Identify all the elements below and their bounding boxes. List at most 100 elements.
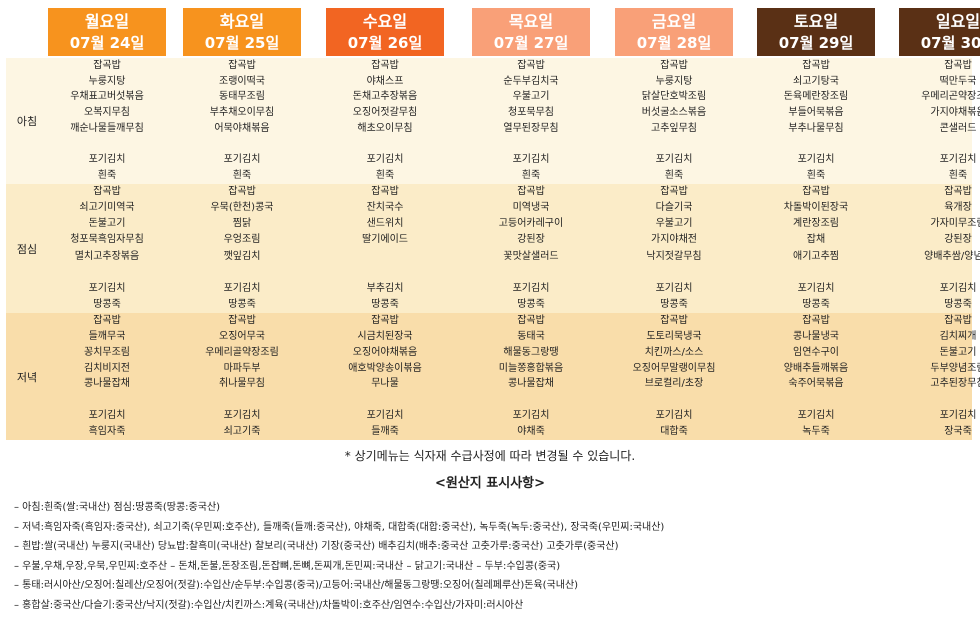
lunch-menu-item: 잡곡밥 — [517, 186, 545, 198]
lunch-menu-item: 포기김치 — [655, 282, 693, 294]
lunch-menu-item: 포기김치 — [223, 282, 261, 294]
lunch-menu-item: 땅콩죽 — [517, 298, 545, 310]
day-header: 일요일 07월 30일 — [899, 8, 980, 56]
origin-line: – 흰밥:쌀(국내산) 누룽지(국내산) 당뇨밥:찰흑미(국내산) 찰보리(국내… — [14, 541, 619, 552]
day-menu-cells: 잡곡밥 야채스프 돈채고추장볶음 오징어젓갈무침 해초오이무침 포기김치 흰죽 잡곡밥 잔치국수… — [326, 58, 444, 440]
breakfast-menu-item: 부추나물무침 — [788, 122, 844, 134]
dinner-menu-item: 장국죽 — [944, 426, 972, 438]
breakfast-menu-item: 포기김치 — [655, 154, 693, 166]
dinner-menu-item: 해물동그랑땡 — [503, 346, 559, 358]
day-name: 일요일 — [935, 12, 980, 31]
breakfast-menu-item: 포기김치 — [223, 154, 261, 166]
dinner-menu-item: 포기김치 — [88, 410, 126, 422]
dinner-menu-item: 치킨까스/소스 — [644, 346, 704, 358]
row-label-dinner: 저녁 — [16, 371, 38, 384]
dinner-menu-item: 포기김치 — [512, 410, 550, 422]
lunch-menu-item: 포기김치 — [797, 282, 835, 294]
breakfast-menu-item: 순두부김치국 — [503, 75, 559, 87]
lunch-menu-item: 다슬기국 — [655, 202, 693, 214]
dinner-menu-item: 잡곡밥 — [944, 314, 972, 326]
day-menu-cells: 잡곡밥 순두부김치국 우불고기 청포묵무침 열무된장무침 포기김치 흰죽 잡곡밥 미역냉국 고등어… — [472, 58, 590, 440]
day-date: 07월 24일 — [69, 34, 145, 52]
dinner-menu-item: 마파두부 — [223, 362, 261, 374]
lunch-menu-item: 땅콩죽 — [802, 298, 830, 310]
lunch-menu-item: 땅콩죽 — [228, 298, 256, 310]
lunch-menu-item: 부추김치 — [366, 282, 404, 294]
dinner-menu-item: 동태국 — [517, 330, 545, 342]
dinner-menu-item: 잡곡밥 — [660, 314, 688, 326]
breakfast-menu-item: 오징어젓갈무침 — [352, 107, 418, 119]
lunch-menu-item: 애기고추찜 — [793, 250, 839, 262]
lunch-menu-item: 땅콩죽 — [371, 298, 399, 310]
lunch-menu-item: 잡곡밥 — [93, 186, 121, 198]
lunch-menu-item: 잡곡밥 — [802, 186, 830, 198]
breakfast-menu-item: 포기김치 — [366, 154, 404, 166]
lunch-menu-item: 포기김치 — [512, 282, 550, 294]
breakfast-menu-item: 돈육메란장조림 — [783, 91, 849, 103]
day-column: 금요일 07월 28일 잡곡밥 누룽지탕 닭살단호박조림 버섯굴소스볶음 고추잎무침 포기김치… — [615, 0, 733, 440]
lunch-band — [6, 184, 972, 313]
dinner-menu-item: 숙주어묵볶음 — [788, 378, 844, 390]
dinner-menu-item: 콩나물냉국 — [793, 330, 839, 342]
breakfast-menu-item: 동태무조림 — [219, 91, 265, 103]
origin-line: – 저녁:흑임자죽(흑임자:중국산), 쇠고기죽(우민찌:호주산), 들깨죽(들… — [14, 521, 665, 533]
dinner-menu-item: 포기김치 — [797, 410, 835, 422]
breakfast-menu-item: 열무된장무침 — [503, 122, 559, 134]
lunch-menu-item: 우묵(한천)콩국 — [210, 202, 274, 214]
day-column: 월요일 07월 24일 잡곡밥 누룽지탕 우채표고버섯볶음 오복지무침 깨순나물들깨무침 포기… — [48, 0, 166, 440]
breakfast-menu-item: 흰죽 — [948, 170, 968, 182]
lunch-menu-item: 미역냉국 — [512, 202, 550, 214]
lunch-menu-item: 우불고기 — [655, 218, 693, 230]
lunch-menu-item: 찜닭 — [232, 218, 252, 230]
breakfast-menu-item: 흰죽 — [521, 170, 541, 182]
dinner-menu-item: 무나물 — [371, 378, 399, 390]
dinner-menu-item: 두부양념조림 — [930, 362, 980, 374]
dinner-menu-item: 오징어무국 — [219, 330, 265, 342]
dinner-menu-item: 김치찌개 — [939, 330, 977, 342]
day-menu-cells: 잡곡밥 쇠고기탕국 돈육메란장조림 부들어묵볶음 부추나물무침 포기김치 흰죽 잡곡밥 차돌박이… — [757, 58, 875, 440]
dinner-menu-item: 우메리골약장조림 — [205, 346, 279, 358]
breakfast-menu-item: 가지야채볶음 — [930, 107, 980, 119]
breakfast-menu-item: 부추채오이무침 — [209, 107, 275, 119]
breakfast-menu-item: 깨순나물들깨무침 — [70, 122, 144, 134]
origin-line: – 홍합살:중국산/다슬기:중국산/낙지(젓갈):수입산/치킨까스:계육(국내산… — [14, 599, 524, 611]
lunch-menu-item: 가지야채전 — [651, 234, 697, 246]
dinner-menu-item: 녹두죽 — [802, 426, 830, 438]
origin-list: – 아침:흰죽(쌀:국내산) 점심:땅콩죽(땅콩:중국산) – 저녁:흑임자죽(… — [14, 498, 974, 615]
breakfast-menu-item: 우채표고버섯볶음 — [70, 91, 144, 103]
dinner-menu-item: 잡곡밥 — [802, 314, 830, 326]
breakfast-menu-item: 잡곡밥 — [93, 59, 121, 71]
dinner-menu-item: 김치비지전 — [84, 362, 130, 374]
breakfast-menu-item: 오복지무침 — [84, 107, 130, 119]
row-label-breakfast: 아침 — [16, 115, 38, 128]
day-date: 07월 30일 — [920, 34, 980, 52]
breakfast-menu-item: 청포묵무침 — [508, 107, 554, 119]
breakfast-menu-item: 야채스프 — [366, 75, 404, 87]
origin-title: <원산지 표시사항> — [434, 476, 546, 491]
breakfast-menu-item: 부들어묵볶음 — [788, 107, 844, 119]
lunch-menu-item: 쇠고기미역국 — [79, 202, 135, 214]
breakfast-menu-item: 누룽지탕 — [88, 75, 126, 87]
day-name: 금요일 — [651, 12, 697, 31]
day-header: 화요일 07월 25일 — [183, 8, 301, 56]
day-menu-cells: 잡곡밥 누룽지탕 닭살단호박조림 버섯굴소스볶음 고추잎무침 포기김치 흰죽 잡곡밥 다슬기국 우… — [615, 58, 733, 440]
breakfast-menu-item: 누룽지탕 — [655, 75, 693, 87]
dinner-menu-item: 고추된장무침 — [930, 378, 980, 390]
lunch-menu-item: 우엉조림 — [223, 234, 261, 246]
lunch-menu-item: 강된장 — [944, 234, 972, 246]
breakfast-menu-item: 잡곡밥 — [228, 59, 256, 71]
lunch-menu-item: 잔치국수 — [366, 202, 404, 214]
lunch-menu-item: 땅콩죽 — [660, 298, 688, 310]
day-menu-cells: 잡곡밥 조랭이떡국 동태무조림 부추채오이무침 어묵야채볶음 포기김치 흰죽 잡곡밥 우묵(한천… — [183, 58, 301, 440]
breakfast-menu-item: 떡만두국 — [939, 75, 977, 87]
lunch-menu-item: 샌드위치 — [366, 218, 404, 230]
lunch-menu-item: 청포묵흑임자무침 — [70, 234, 144, 246]
day-name: 월요일 — [84, 12, 130, 31]
lunch-menu-item: 깻잎김치 — [223, 250, 261, 262]
breakfast-band — [6, 58, 972, 184]
lunch-menu-item: 포기김치 — [88, 282, 126, 294]
dinner-menu-item: 미늘쫑홍합볶음 — [498, 362, 564, 374]
breakfast-menu-item: 쇠고기탕국 — [793, 75, 839, 87]
day-name: 목요일 — [508, 12, 554, 31]
